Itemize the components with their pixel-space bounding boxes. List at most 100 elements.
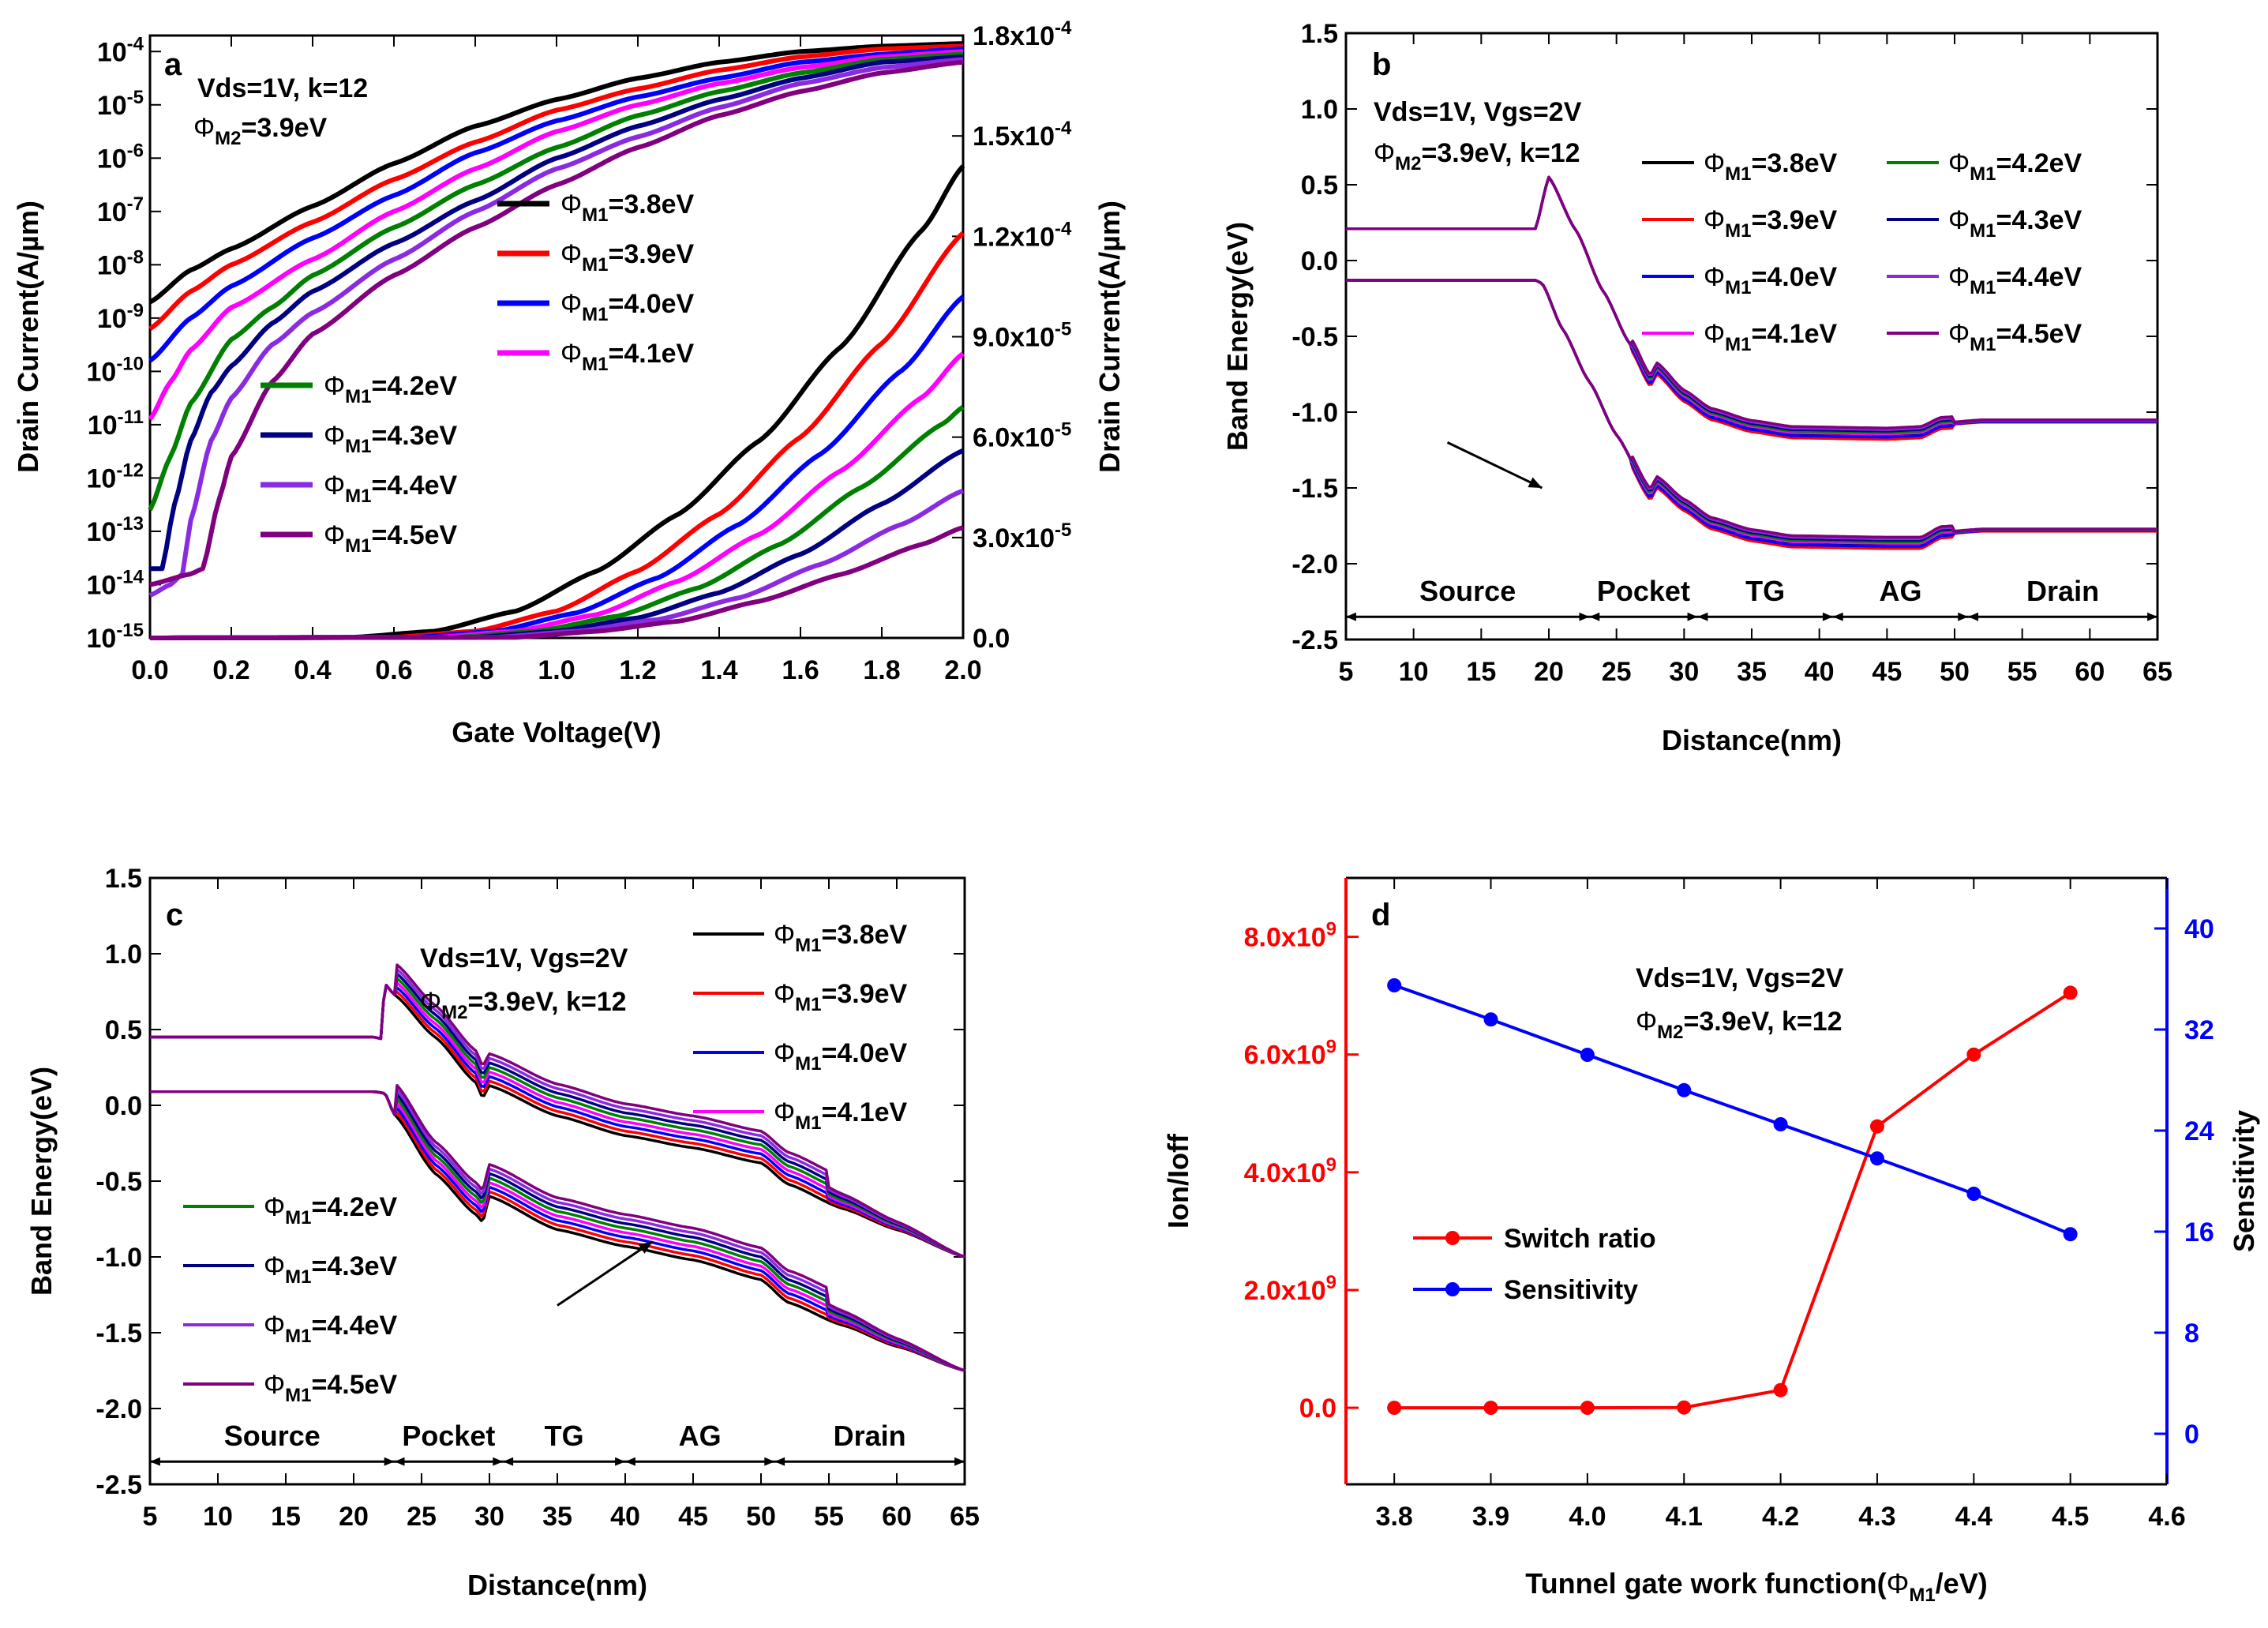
x-tick-label: 4.3 (1858, 1502, 1895, 1532)
x-tick-label: 5 (143, 1502, 158, 1532)
x-tick-label: 1.2 (619, 655, 656, 685)
arrow-head (1822, 612, 1833, 621)
y-tick-label: 10-5 (97, 87, 144, 121)
panel-label: b (1372, 47, 1391, 82)
y-right-tick-label: 8 (2184, 1319, 2199, 1349)
y-axis-label: Band Energy(eV) (1221, 222, 1254, 451)
x-tick-label: 15 (271, 1502, 301, 1532)
y-tick-label: -1.5 (1291, 474, 1338, 504)
series-line (1394, 991, 2071, 1410)
legend-label: ΦM1=4.1eV (1704, 319, 1838, 355)
y-right-tick-label: 32 (2184, 1015, 2214, 1045)
region-label: TG (1745, 575, 1785, 607)
arrow-head (1579, 612, 1590, 621)
region-label: Drain (2026, 575, 2099, 607)
x-tick-label: 55 (2007, 657, 2037, 687)
x-tick-label: 45 (678, 1502, 708, 1532)
conduction-band-line (150, 963, 965, 1259)
annotation: ΦM2=3.9eV, k=12 (1374, 138, 1580, 174)
data-point (1966, 1187, 1981, 1201)
region-label: Source (1419, 575, 1516, 607)
y-tick-label: 0.0 (105, 1091, 142, 1121)
x-axis-label: Gate Voltage(V) (452, 716, 661, 748)
x-tick-label: 4.0 (1569, 1502, 1606, 1532)
y-tick-label: 0.0 (1299, 1394, 1336, 1424)
x-tick-label: 20 (339, 1502, 369, 1532)
series-line-log (148, 46, 964, 363)
y-right-tick-label: 1.8x10-4 (973, 17, 1072, 51)
y-right-tick-label: 1.2x10-4 (973, 218, 1072, 252)
data-point (1387, 1401, 1402, 1416)
legend-label: ΦM1=4.2eV (264, 1192, 398, 1229)
x-tick-label: 4.2 (1762, 1502, 1799, 1532)
x-tick-label: 4.4 (1955, 1502, 1992, 1532)
x-tick-label: 0.8 (456, 655, 493, 685)
legend-label: Sensitivity (1504, 1275, 1638, 1305)
legend-label: ΦM1=4.3eV (1948, 205, 2082, 242)
x-tick-label: 3.9 (1472, 1502, 1509, 1532)
arrow-head (615, 1457, 625, 1466)
x-tick-label: 65 (2142, 657, 2172, 687)
data-point (1677, 1400, 1692, 1415)
annotation: ΦM2=3.9eV, k=12 (420, 987, 627, 1023)
legend-label: ΦM1=4.2eV (1948, 148, 2082, 185)
legend-label: ΦM1=4.2eV (324, 371, 458, 407)
y-tick-label: 10-7 (97, 193, 144, 227)
y-tick-label: 1.5 (105, 864, 142, 894)
valence-band-line (150, 1084, 965, 1372)
x-tick-label: 3.8 (1376, 1502, 1413, 1532)
y-tick-label: 0.5 (1301, 171, 1338, 201)
x-tick-label: 1.4 (700, 655, 737, 685)
x-tick-label: 55 (814, 1502, 844, 1532)
data-point (1869, 1119, 1884, 1134)
legend-label: ΦM1=3.8eV (774, 920, 908, 956)
series-line-log (148, 49, 964, 421)
panel-label: d (1371, 898, 1390, 932)
legend-label: ΦM1=4.0eV (560, 289, 695, 325)
x-tick-label: 1.6 (782, 655, 819, 685)
y-tick-label: 6.0x109 (1244, 1037, 1336, 1071)
legend-label: ΦM1=4.4eV (1948, 262, 2082, 298)
y-tick-label: -1.0 (96, 1243, 142, 1273)
valence-band-line (1346, 279, 2157, 539)
x-axis-label: Distance(nm) (467, 1569, 647, 1601)
region-label: Source (224, 1420, 321, 1452)
y-tick-label: -1.0 (1291, 398, 1338, 428)
y-tick-label: 10-4 (97, 33, 144, 67)
y-right-axis-label: Drain Current(A/µm) (1093, 201, 1126, 473)
arrow-head (1968, 612, 1979, 621)
y-axis-label: Drain Current(A/µm) (12, 201, 44, 473)
arrow-head (150, 1457, 160, 1466)
y-axis-label: Band Energy(eV) (25, 1067, 58, 1296)
y-tick-label: 10-11 (88, 407, 144, 441)
y-tick-label: 1.0 (1301, 95, 1338, 125)
legend-label: ΦM1=4.5eV (264, 1370, 398, 1406)
arrow-head (625, 1457, 635, 1466)
x-tick-label: 10 (1399, 657, 1429, 687)
y-tick-label: -0.5 (1291, 322, 1338, 352)
legend-label: ΦM1=4.5eV (1948, 319, 2082, 355)
x-tick-label: 5 (1339, 657, 1354, 687)
x-tick-label: 10 (203, 1502, 233, 1532)
series-line-linear (150, 525, 964, 640)
trend-arrow (557, 1240, 654, 1307)
x-tick-label: 0.0 (131, 655, 168, 685)
arrow-head (1697, 612, 1708, 621)
series-line-linear (150, 164, 965, 640)
x-tick-label: 0.2 (212, 655, 249, 685)
series-line-log (150, 54, 964, 572)
x-tick-label: 4.6 (2148, 1502, 2185, 1532)
x-tick-label: 2.0 (944, 655, 981, 685)
legend-label: ΦM1=4.3eV (324, 421, 458, 457)
panel-label: a (164, 47, 182, 82)
legend-marker (1445, 1282, 1460, 1296)
legend-label: ΦM1=4.5eV (324, 520, 458, 557)
series-line-linear (150, 351, 965, 640)
region-label: AG (1879, 575, 1921, 607)
x-tick-label: 60 (2075, 657, 2105, 687)
y-tick-label: 0.0 (1301, 246, 1338, 276)
y-tick-label: -2.0 (96, 1394, 142, 1424)
y-right-tick-label: 1.5x10-4 (973, 118, 1072, 152)
x-tick-label: 1.8 (863, 655, 900, 685)
